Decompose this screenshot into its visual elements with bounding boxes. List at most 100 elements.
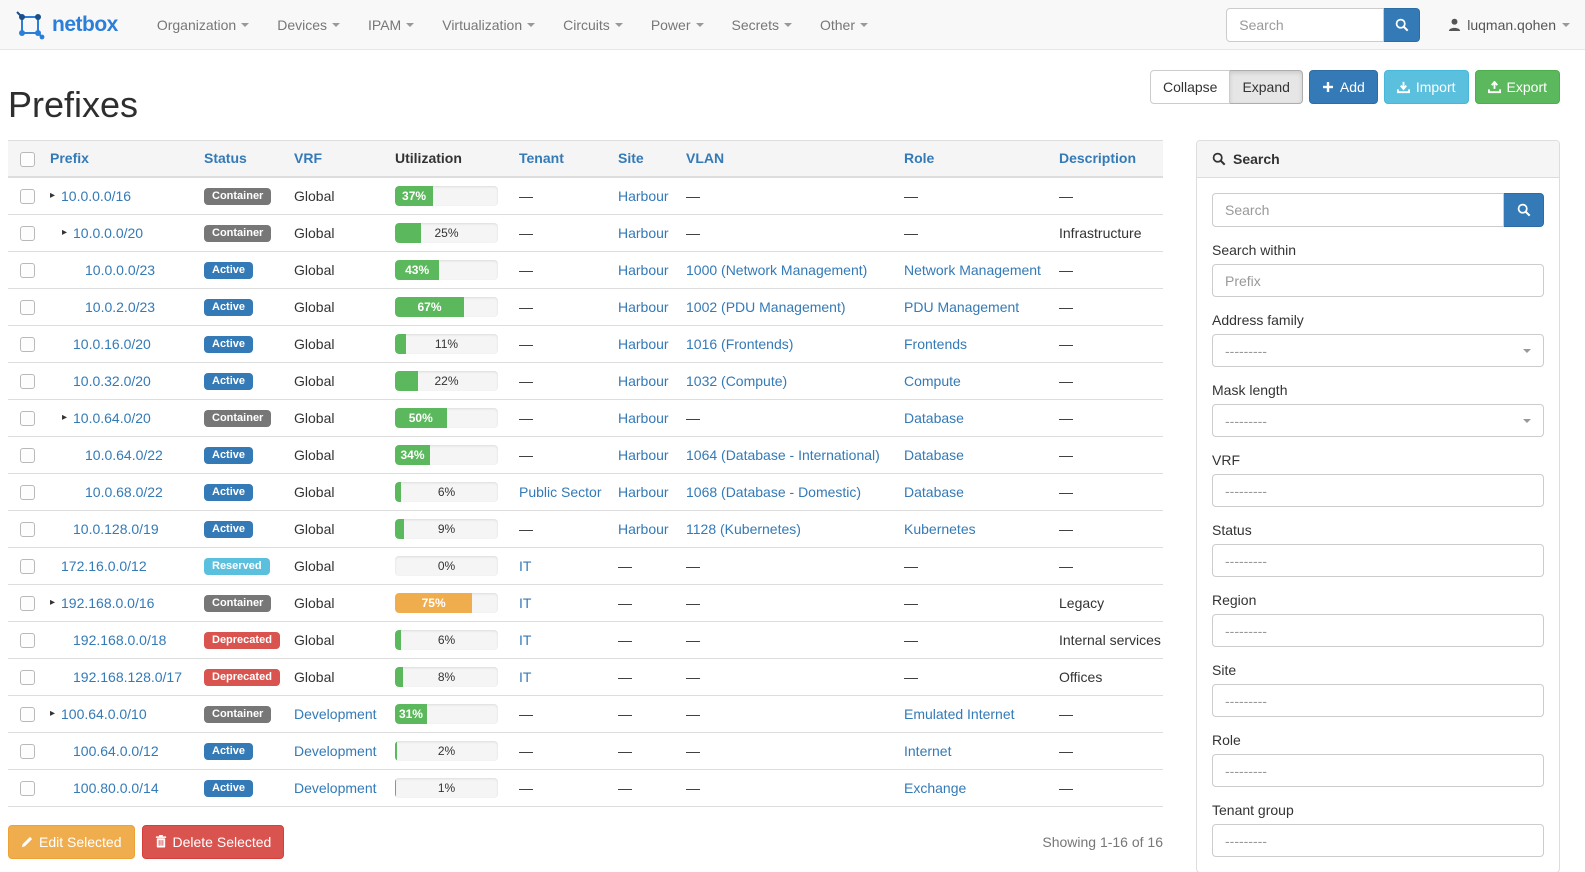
delete-selected-button[interactable]: Delete Selected — [141, 824, 285, 859]
row-checkbox[interactable] — [20, 337, 35, 353]
nav-menu-power[interactable]: Power — [637, 2, 718, 48]
vlan-link[interactable]: 1016 (Frontends) — [686, 335, 794, 352]
vlan-link[interactable]: 1000 (Network Management) — [686, 261, 868, 278]
export-button[interactable]: Export — [1474, 70, 1560, 104]
prefix-link[interactable]: 192.168.0.0/16 — [61, 594, 155, 611]
vlan-link[interactable]: 1128 (Kubernetes) — [686, 520, 801, 537]
site-link[interactable]: Harbour — [618, 409, 669, 426]
import-button[interactable]: Import — [1383, 70, 1469, 104]
tenant-link[interactable]: IT — [519, 668, 532, 685]
site-link[interactable]: Harbour — [618, 483, 669, 500]
filter-box-site[interactable]: --------- — [1212, 684, 1544, 717]
nav-menu-devices[interactable]: Devices — [263, 2, 354, 48]
row-checkbox[interactable] — [20, 559, 35, 575]
row-checkbox[interactable] — [20, 300, 35, 316]
site-link[interactable]: Harbour — [618, 224, 669, 241]
prefix-link[interactable]: 10.0.128.0/19 — [73, 520, 159, 537]
tenant-link[interactable]: IT — [519, 557, 532, 574]
filter-box-region[interactable]: --------- — [1212, 614, 1544, 647]
filter-box-tenant-group[interactable]: --------- — [1212, 824, 1544, 857]
role-link[interactable]: Internet — [904, 742, 952, 759]
role-link[interactable]: Database — [904, 446, 964, 463]
filter-search-input[interactable] — [1212, 193, 1504, 227]
expand-button[interactable]: Expand — [1230, 70, 1303, 104]
column-header-status[interactable]: Status — [196, 139, 286, 178]
row-checkbox[interactable] — [20, 374, 35, 390]
prefix-link[interactable]: 10.0.68.0/22 — [85, 483, 163, 500]
vrf-link[interactable]: Development — [294, 779, 377, 796]
site-link[interactable]: Harbour — [618, 446, 669, 463]
filter-input-search-within[interactable] — [1212, 264, 1544, 297]
prefix-link[interactable]: 192.168.128.0/17 — [73, 668, 182, 685]
filter-select-address-family[interactable]: --------- — [1212, 334, 1544, 367]
prefix-link[interactable]: 10.0.0.0/23 — [85, 261, 156, 278]
prefix-link[interactable]: 10.0.0.0/20 — [73, 224, 144, 241]
column-header-vlan[interactable]: VLAN — [678, 139, 896, 178]
netbox-logo[interactable]: netbox — [15, 10, 118, 40]
nav-menu-secrets[interactable]: Secrets — [718, 2, 806, 48]
site-link[interactable]: Harbour — [618, 187, 669, 204]
row-checkbox[interactable] — [20, 781, 35, 797]
vrf-link[interactable]: Development — [294, 705, 377, 722]
row-checkbox[interactable] — [20, 707, 35, 723]
row-checkbox[interactable] — [20, 189, 35, 205]
column-header-tenant[interactable]: Tenant — [511, 139, 610, 178]
select-all-checkbox[interactable] — [20, 151, 35, 167]
site-link[interactable]: Harbour — [618, 520, 669, 537]
filter-box-status[interactable]: --------- — [1212, 544, 1544, 577]
site-link[interactable]: Harbour — [618, 335, 669, 352]
add-button[interactable]: Add — [1308, 70, 1378, 104]
nav-menu-ipam[interactable]: IPAM — [354, 2, 428, 48]
prefix-link[interactable]: 100.64.0.0/12 — [73, 742, 159, 759]
prefix-link[interactable]: 10.0.64.0/20 — [73, 409, 151, 426]
row-checkbox[interactable] — [20, 596, 35, 612]
role-link[interactable]: Database — [904, 483, 964, 500]
prefix-link[interactable]: 100.64.0.0/10 — [61, 705, 147, 722]
row-checkbox[interactable] — [20, 448, 35, 464]
prefix-link[interactable]: 10.0.0.0/16 — [61, 187, 132, 204]
filter-box-role[interactable]: --------- — [1212, 754, 1544, 787]
role-link[interactable]: Compute — [904, 372, 961, 389]
user-menu[interactable]: luqman.qohen — [1448, 17, 1570, 33]
column-header-description[interactable]: Description — [1051, 139, 1163, 178]
role-link[interactable]: Frontends — [904, 335, 968, 352]
prefix-link[interactable]: 10.0.32.0/20 — [73, 372, 151, 389]
tenant-link[interactable]: Public Sector — [519, 483, 602, 500]
vlan-link[interactable]: 1064 (Database - International) — [686, 446, 880, 463]
prefix-link[interactable]: 192.168.0.0/18 — [73, 631, 167, 648]
role-link[interactable]: PDU Management — [904, 298, 1020, 315]
global-search-button[interactable] — [1384, 7, 1421, 42]
site-link[interactable]: Harbour — [618, 261, 669, 278]
role-link[interactable]: Emulated Internet — [904, 705, 1015, 722]
filter-search-button[interactable] — [1504, 193, 1544, 227]
prefix-link[interactable]: 10.0.64.0/22 — [85, 446, 163, 463]
prefix-link[interactable]: 172.16.0.0/12 — [61, 557, 147, 574]
nav-menu-other[interactable]: Other — [806, 2, 882, 48]
nav-menu-circuits[interactable]: Circuits — [549, 2, 637, 48]
column-header-role[interactable]: Role — [896, 139, 1051, 178]
role-link[interactable]: Network Management — [904, 261, 1041, 278]
prefix-link[interactable]: 10.0.16.0/20 — [73, 335, 151, 352]
row-checkbox[interactable] — [20, 522, 35, 538]
row-checkbox[interactable] — [20, 485, 35, 501]
row-checkbox[interactable] — [20, 744, 35, 760]
vlan-link[interactable]: 1032 (Compute) — [686, 372, 788, 389]
site-link[interactable]: Harbour — [618, 372, 669, 389]
row-checkbox[interactable] — [20, 226, 35, 242]
prefix-link[interactable]: 10.0.2.0/23 — [85, 298, 156, 315]
site-link[interactable]: Harbour — [618, 298, 669, 315]
edit-selected-button[interactable]: Edit Selected — [8, 824, 135, 859]
prefix-link[interactable]: 100.80.0.0/14 — [73, 779, 159, 796]
global-search-input[interactable] — [1226, 7, 1385, 42]
column-header-vrf[interactable]: VRF — [286, 139, 387, 178]
vlan-link[interactable]: 1002 (PDU Management) — [686, 298, 846, 315]
row-checkbox[interactable] — [20, 411, 35, 427]
column-header-prefix[interactable]: Prefix — [50, 139, 196, 178]
row-checkbox[interactable] — [20, 263, 35, 279]
role-link[interactable]: Exchange — [904, 779, 967, 796]
tenant-link[interactable]: IT — [519, 631, 532, 648]
row-checkbox[interactable] — [20, 670, 35, 686]
collapse-button[interactable]: Collapse — [1149, 70, 1231, 104]
role-link[interactable]: Kubernetes — [904, 520, 976, 537]
nav-menu-organization[interactable]: Organization — [143, 2, 263, 48]
